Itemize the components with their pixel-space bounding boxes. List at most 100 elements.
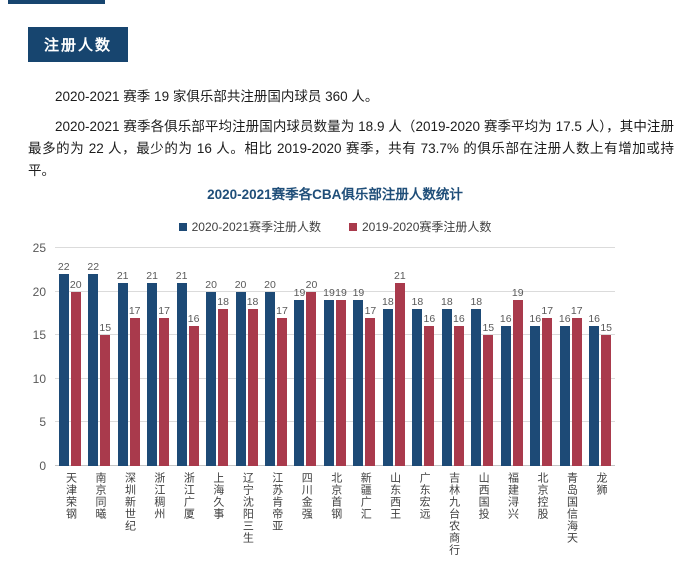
- category-cell: 福建浔兴: [497, 472, 526, 556]
- value-label: 20: [69, 278, 82, 291]
- bar: [100, 335, 111, 466]
- bar-column: 20: [264, 278, 276, 466]
- bar: [500, 326, 511, 466]
- category-cell: 辽宁沈阳三生: [232, 472, 261, 556]
- bar: [483, 335, 494, 466]
- bar-group: 18 16: [438, 248, 467, 466]
- bar-column: 20: [69, 278, 82, 466]
- category-label: 天津荣钢: [64, 472, 77, 520]
- value-label: 16: [452, 313, 465, 326]
- bar-column: 20: [235, 279, 246, 466]
- bar: [159, 317, 170, 466]
- legend-item-2020-2021: 2020-2021赛季注册人数: [178, 218, 321, 235]
- bar: [70, 291, 81, 466]
- bar: [589, 326, 600, 466]
- value-label: 17: [364, 304, 377, 317]
- gridline: [55, 421, 615, 423]
- bar: [247, 309, 258, 466]
- bar-column: 15: [482, 322, 494, 466]
- category-cell: 南京同曦: [84, 472, 113, 556]
- bar-column: 19: [335, 287, 347, 466]
- category-label: 山西国投: [477, 472, 490, 520]
- bar-column: 16: [529, 313, 542, 466]
- bar-column: 17: [158, 304, 170, 466]
- bar: [306, 291, 317, 466]
- value-label: 18: [382, 296, 394, 309]
- bar-column: 17: [364, 304, 377, 466]
- bar: [382, 309, 393, 466]
- category-cell: 新疆广汇: [350, 472, 379, 556]
- bar: [117, 282, 128, 466]
- bar-column: 18: [470, 296, 482, 466]
- category-label: 上海久事: [211, 472, 224, 520]
- category-cell: 浙江广厦: [173, 472, 202, 556]
- gridline: [55, 290, 615, 292]
- category-cell: 深圳新世纪: [114, 472, 143, 556]
- bar: [571, 317, 582, 466]
- bar: [530, 326, 541, 466]
- value-label: 17: [570, 304, 583, 317]
- value-label: 17: [128, 304, 141, 317]
- gridline: [55, 247, 615, 248]
- value-label: 16: [423, 313, 436, 326]
- value-label: 19: [323, 287, 335, 300]
- bar-group: 21 16: [173, 248, 202, 466]
- bar: [188, 326, 199, 466]
- legend-marker-red-icon: [349, 222, 357, 231]
- bar-column: 17: [276, 305, 288, 466]
- bar-group: 16 17: [556, 248, 585, 466]
- category-cell: 龙狮: [585, 472, 614, 556]
- bar: [365, 317, 376, 466]
- category-label: 福建浔兴: [506, 472, 519, 520]
- category-label: 南京同曦: [93, 472, 106, 520]
- bar-column: 19: [294, 287, 305, 466]
- bar-group: 22 20: [55, 248, 84, 466]
- bar-group: 20 18: [232, 248, 261, 466]
- category-cell: 北京控股: [527, 472, 556, 556]
- bar: [601, 335, 612, 466]
- bar: [471, 309, 482, 466]
- plot-area: 0 5 10 15 20 25 22 20 22 15 21 17 21 17 21 16 20 18 20 18 20…: [33, 241, 615, 473]
- category-label: 北京首钢: [329, 472, 342, 520]
- category-cell: 天津荣钢: [55, 472, 84, 556]
- category-cell: 北京首钢: [320, 472, 349, 556]
- value-label: 19: [335, 287, 347, 300]
- bar: [394, 282, 405, 466]
- bar: [58, 274, 69, 466]
- section-badge: 注册人数: [28, 27, 129, 62]
- category-label: 浙江稠州: [152, 472, 165, 520]
- category-cell: 上海久事: [202, 472, 231, 556]
- chart-title: 2020-2021赛季各CBA俱乐部注册人数统计: [207, 187, 463, 202]
- category-label: 辽宁沈阳三生: [241, 472, 254, 544]
- bar-column: 21: [117, 270, 129, 466]
- body-text: 2020-2021 赛季 19 家俱乐部共注册国内球员 360 人。 2020-…: [28, 86, 674, 190]
- category-label: 深圳新世纪: [123, 472, 136, 532]
- bar-group: 22 15: [84, 248, 113, 466]
- category-cell: 浙江稠州: [143, 472, 172, 556]
- bar-group: 18 16: [409, 248, 438, 466]
- category-label: 山东西王: [388, 472, 401, 520]
- bar: [176, 282, 187, 466]
- bar-group: 19 19: [320, 248, 349, 466]
- value-label: 16: [529, 313, 542, 326]
- bar-column: 16: [559, 313, 571, 466]
- category-cell: 青岛国信海天: [556, 472, 585, 556]
- category-cell: 四川金强: [291, 472, 320, 556]
- value-label: 16: [499, 313, 512, 326]
- bar: [323, 300, 334, 466]
- category-label: 江苏肯帝亚: [270, 472, 283, 532]
- value-label: 20: [264, 278, 276, 291]
- bar: [424, 326, 435, 466]
- section-badge-label: 注册人数: [44, 37, 113, 54]
- value-label: 20: [205, 278, 217, 291]
- value-label: 18: [411, 296, 424, 309]
- category-label: 四川金强: [300, 472, 313, 520]
- registration-chart: 2020-2021赛季各CBA俱乐部注册人数统计 2020-2021赛季注册人数…: [0, 183, 698, 556]
- x-axis-line: [55, 465, 615, 466]
- value-label: 17: [158, 304, 170, 317]
- bar-column: 18: [217, 296, 229, 466]
- bar-column: 22: [87, 261, 99, 466]
- paragraph-total-registered: 2020-2021 赛季 19 家俱乐部共注册国内球员 360 人。: [55, 89, 379, 104]
- legend-marker-blue-icon: [178, 222, 187, 231]
- y-axis-tick: 10: [32, 371, 46, 386]
